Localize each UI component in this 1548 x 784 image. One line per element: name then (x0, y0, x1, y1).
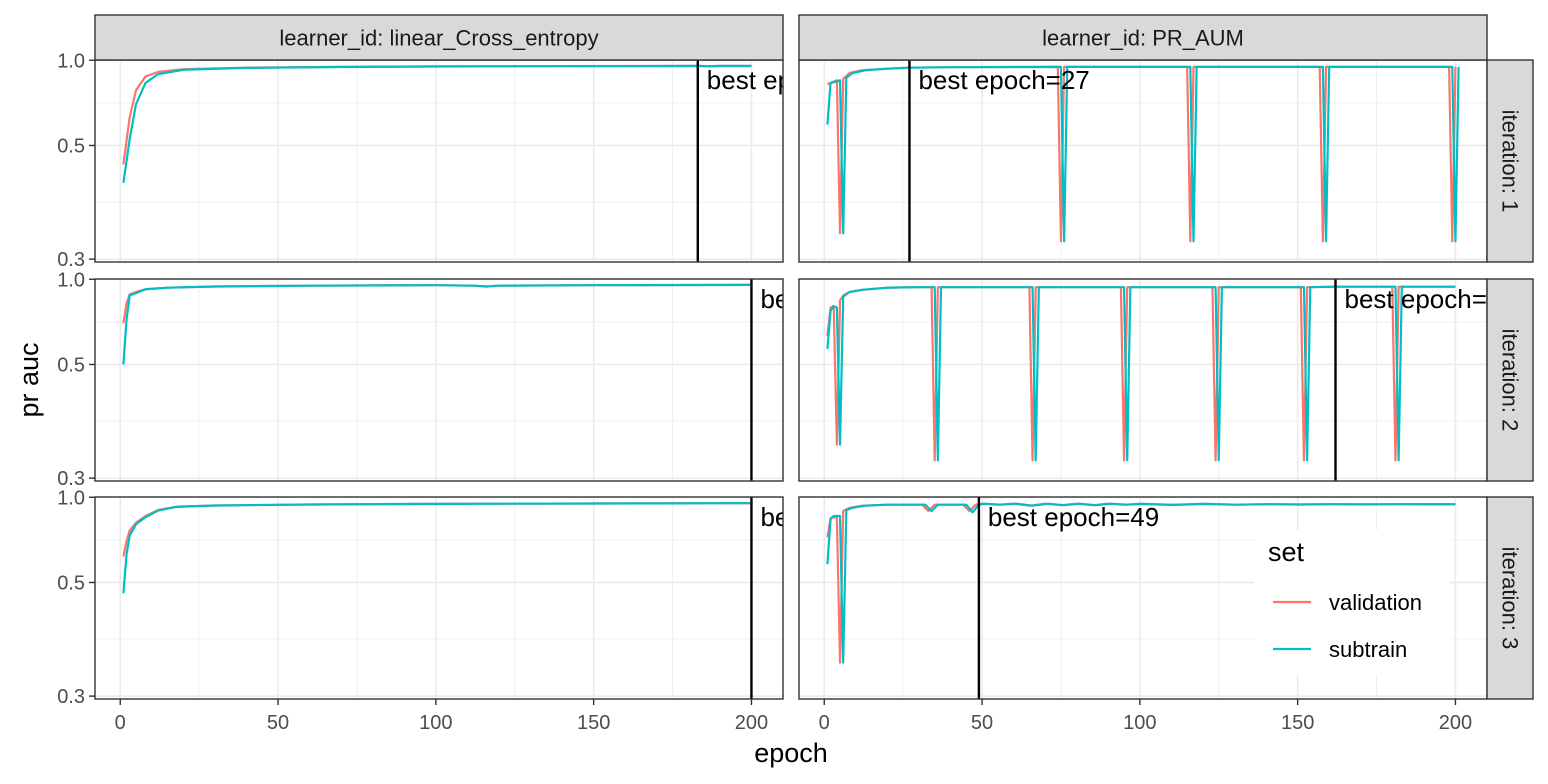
legend-label-validation: validation (1329, 590, 1422, 615)
y-tick-label: 0.3 (57, 249, 85, 271)
panel-content: best epoch=162 (826, 279, 1531, 481)
x-tick-label: 200 (1439, 712, 1472, 734)
x-tick-label: 200 (735, 712, 768, 734)
best-epoch-label: best epoch=162 (1345, 284, 1531, 314)
strip-layer: learner_id: linear_Cross_entropy learner_… (94, 14, 1534, 700)
series-line-subtrain (826, 65, 1460, 243)
y-tick-label: 1.0 (57, 50, 85, 72)
column-strip-label: learner_id: PR_AUM (1042, 26, 1244, 51)
best-epoch-label: best epoch=200 (760, 502, 946, 532)
y-tick-label: 0.5 (57, 572, 85, 594)
panel-background (95, 497, 783, 699)
series-line-subtrain (122, 502, 752, 594)
series-line-subtrain (826, 502, 1456, 664)
y-tick-label: 1.0 (57, 269, 85, 291)
row-strip-label: iteration: 1 (1498, 110, 1523, 213)
axis-layer: epoch pr auc 0.30.51.00.30.51.00.30.51.0… (14, 50, 1472, 768)
y-axis-title: pr auc (14, 342, 44, 417)
y-tick-label: 0.3 (57, 468, 85, 490)
y-tick-label: 0.5 (57, 354, 85, 376)
panel-border (94, 278, 784, 482)
x-tick-label: 0 (819, 712, 830, 734)
panel-layer: best epoch=183 best epoch=27 best epoch=20… (94, 59, 1531, 700)
x-axis-title: epoch (754, 738, 828, 768)
column-strip (798, 14, 1488, 61)
panel-0-0: best epoch=183 (94, 59, 893, 263)
series-line-subtrain (122, 64, 752, 184)
column-strip (94, 14, 784, 61)
x-tick-label: 50 (971, 712, 993, 734)
panel-content: best epoch=200 (122, 279, 946, 481)
best-epoch-label: best epoch=27 (918, 65, 1089, 95)
panel-background (95, 279, 783, 481)
best-epoch-label: best epoch=200 (760, 284, 946, 314)
y-tick-label: 0.5 (57, 135, 85, 157)
x-tick-label: 50 (267, 712, 289, 734)
row-strip (1486, 278, 1534, 482)
panel-1-1: best epoch=162 (798, 278, 1531, 482)
x-tick-label: 150 (1281, 712, 1314, 734)
panel-content: best epoch=27 (826, 60, 1460, 262)
panel-border (94, 496, 784, 700)
x-tick-label: 150 (577, 712, 610, 734)
panel-background (799, 279, 1487, 481)
row-strip-label: iteration: 2 (1498, 329, 1523, 432)
legend-label-subtrain: subtrain (1329, 637, 1407, 662)
x-tick-label: 100 (419, 712, 452, 734)
series-line-subtrain (826, 285, 1456, 462)
panel-background (799, 60, 1487, 262)
best-epoch-label: best epoch=183 (707, 65, 893, 95)
y-tick-label: 1.0 (57, 487, 85, 509)
series-line-subtrain (122, 283, 752, 365)
y-tick-label: 0.3 (57, 686, 85, 708)
panel-2-0: best epoch=200 (94, 496, 946, 700)
x-tick-label: 100 (1123, 712, 1156, 734)
panel-content: best epoch=49 (826, 497, 1456, 699)
legend-title: set (1268, 537, 1305, 567)
row-strip (1486, 59, 1534, 263)
panel-0-1: best epoch=27 (798, 59, 1488, 263)
panel-content: best epoch=200 (122, 497, 946, 699)
column-strip-label: learner_id: linear_Cross_entropy (279, 26, 598, 51)
row-strip (1486, 496, 1534, 700)
best-epoch-label: best epoch=49 (988, 502, 1159, 532)
x-tick-label: 0 (115, 712, 126, 734)
row-strip-label: iteration: 3 (1498, 547, 1523, 650)
panel-content: best epoch=183 (122, 60, 893, 262)
legend: set validation subtrain (1254, 530, 1450, 675)
panel-1-0: best epoch=200 (94, 278, 946, 482)
panel-background (95, 60, 783, 262)
